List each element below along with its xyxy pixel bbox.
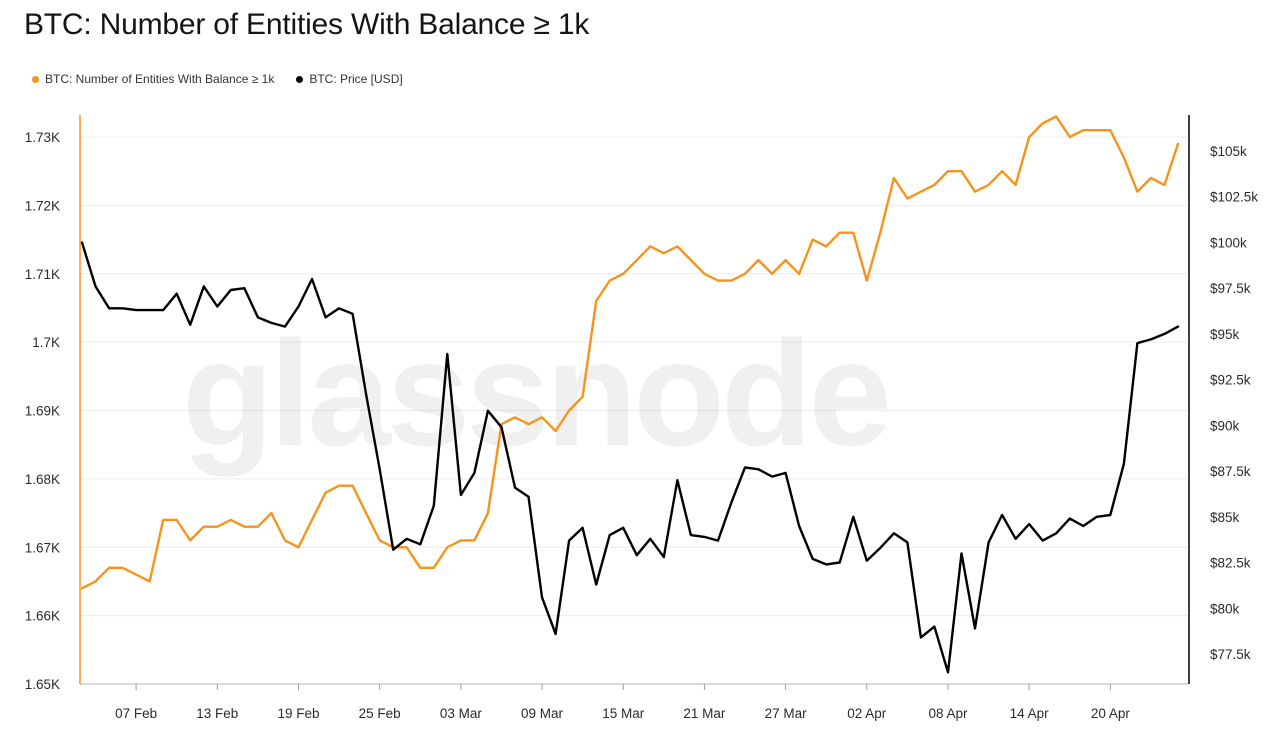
x-tick-label: 07 Feb (115, 706, 157, 721)
tick-labels: 1.65K 1.66K 1.67K 1.68K 1.69K 1.7K 1.71K 1.72K 1… (25, 130, 1259, 721)
y-right-tick-label: $100k (1210, 235, 1247, 250)
x-tick-label: 15 Mar (602, 706, 645, 721)
y-right-tick-label: $82.5k (1210, 556, 1251, 571)
watermark: glassnode (182, 309, 888, 477)
y-left-tick-label: 1.72K (25, 198, 60, 213)
y-left-tick-label: 1.65K (25, 677, 60, 692)
x-tick-label: 13 Feb (196, 706, 238, 721)
y-right-tick-label: $85k (1210, 510, 1240, 525)
chart-title: BTC: Number of Entities With Balance ≥ 1… (24, 8, 590, 41)
legend-label-entities: BTC: Number of Entities With Balance ≥ 1… (45, 72, 275, 86)
y-left-tick-label: 1.73K (25, 130, 60, 145)
x-tick-label: 20 Apr (1091, 706, 1131, 721)
y-right-tick-label: $95k (1210, 327, 1240, 342)
x-tick-label: 02 Apr (847, 706, 887, 721)
y-left-tick-label: 1.66K (25, 609, 60, 624)
x-tick-label: 03 Mar (440, 706, 483, 721)
y-left-tick-label: 1.67K (25, 540, 60, 555)
x-tick-label: 14 Apr (1010, 706, 1050, 721)
x-tick-label: 27 Mar (765, 706, 808, 721)
y-right-tick-label: $105k (1210, 144, 1247, 159)
axes (79, 115, 1190, 690)
legend-item-price[interactable]: BTC: Price [USD] (296, 72, 403, 86)
legend-item-entities[interactable]: BTC: Number of Entities With Balance ≥ 1… (32, 72, 274, 86)
grid (80, 136, 1188, 685)
x-tick-label: 19 Feb (277, 706, 319, 721)
y-right-tick-label: $102.5k (1210, 190, 1258, 205)
y-right-tick-label: $97.5k (1210, 281, 1251, 296)
y-left-tick-label: 1.71K (25, 267, 60, 282)
x-tick-label: 25 Feb (359, 706, 401, 721)
series-line-price (80, 241, 1180, 674)
series-layer (80, 115, 1180, 674)
y-right-tick-label: $90k (1210, 418, 1240, 433)
legend: BTC: Number of Entities With Balance ≥ 1… (32, 72, 403, 86)
series-line-entities (80, 115, 1180, 590)
y-left-tick-label: 1.7K (32, 335, 60, 350)
legend-dot-price (296, 75, 304, 83)
y-left-tick-label: 1.69K (25, 404, 60, 419)
x-tick-label: 08 Apr (928, 706, 968, 721)
x-tick-label: 21 Mar (683, 706, 726, 721)
x-tick-label: 09 Mar (521, 706, 564, 721)
y-right-tick-label: $80k (1210, 601, 1240, 616)
y-left-tick-label: 1.68K (25, 472, 60, 487)
y-right-tick-label: $92.5k (1210, 373, 1251, 388)
legend-label-price: BTC: Price [USD] (309, 72, 403, 86)
legend-dot-entities (32, 75, 39, 83)
y-right-tick-label: $87.5k (1210, 464, 1251, 479)
y-right-tick-label: $77.5k (1210, 647, 1251, 662)
